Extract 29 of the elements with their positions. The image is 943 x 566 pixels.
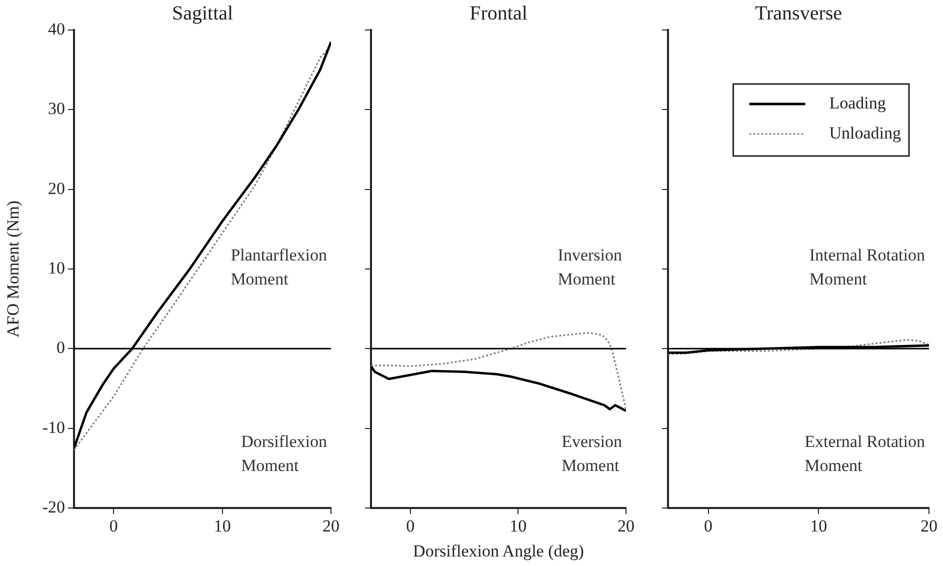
x-tick-label: 0 (406, 516, 415, 536)
y-axis-title: AFO Moment (Nm) (4, 200, 23, 338)
annotation: Plantarflexion Moment (230, 245, 328, 288)
x-axis-title: Dorsiflexion Angle (deg) (413, 541, 584, 560)
annotation: Eversion Moment (562, 432, 622, 475)
y-tick-label: 20 (48, 178, 65, 198)
y-tick-label: 40 (48, 19, 65, 38)
x-tick-label: 20 (618, 516, 634, 536)
y-tick-label: 30 (48, 99, 65, 118)
x-tick-label: 10 (810, 516, 828, 536)
chart-title: Sagittal (172, 2, 234, 24)
annotation: Internal Rotation Moment (809, 245, 926, 288)
x-tick-label: 10 (214, 516, 231, 536)
y-tick-label: 0 (56, 338, 65, 358)
chart-title: Transverse (754, 2, 842, 24)
legend-label: Unloading (829, 123, 902, 142)
x-tick-label: 0 (109, 516, 118, 536)
x-tick-label: 20 (920, 516, 938, 536)
y-tick-label: -20 (42, 497, 65, 516)
x-tick-label: 10 (510, 516, 527, 536)
y-tick-label: -10 (42, 418, 65, 437)
legend-label: Loading (829, 93, 886, 112)
annotation: Inversion Moment (558, 245, 622, 288)
x-tick-label: 20 (322, 516, 340, 536)
x-tick-label: 0 (704, 516, 713, 536)
annotation: Dorsiflexion Moment (241, 432, 328, 475)
chart-title: Frontal (470, 2, 528, 24)
annotation: External Rotation Moment (804, 432, 926, 475)
y-tick-label: 10 (48, 258, 65, 278)
